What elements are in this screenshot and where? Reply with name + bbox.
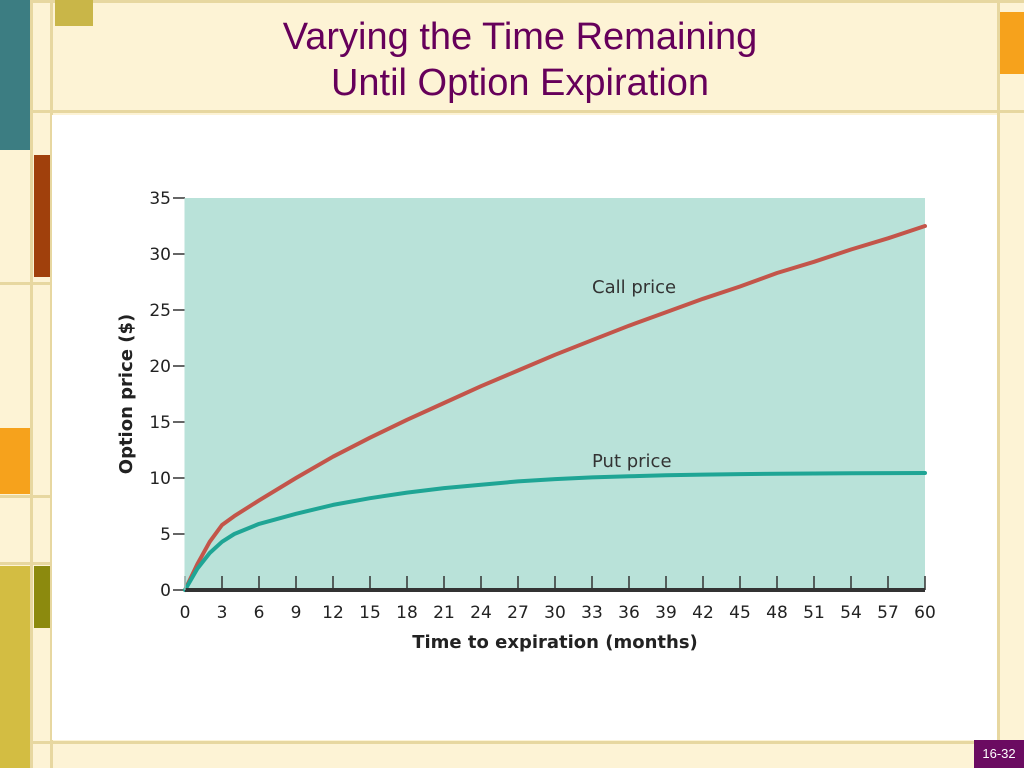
slide-number-badge: 16-32 (974, 740, 1024, 768)
frame-line-mid3 (0, 562, 52, 565)
x-tick-label: 9 (291, 603, 302, 623)
frame-line-mid2 (0, 495, 52, 498)
x-tick-label: 21 (433, 603, 455, 623)
x-tick-label: 3 (217, 603, 228, 623)
frame-line-left-inner (30, 0, 33, 768)
plot-background (185, 198, 925, 590)
y-tick-label: 10 (149, 469, 171, 489)
y-tick-label: 35 (149, 189, 171, 209)
y-tick-label: 0 (160, 581, 171, 601)
frame-line-right (997, 0, 1000, 768)
y-tick-label: 20 (149, 357, 171, 377)
content-area: 0 5 10 15 20 25 30 35 0 3 6 9 12 15 18 21 24 27 30 33 36 39 4… (52, 115, 997, 740)
decor-block-teal (0, 0, 30, 150)
x-tick-label: 51 (803, 603, 825, 623)
y-tick-label: 25 (149, 301, 171, 321)
frame-line-left (50, 0, 53, 768)
frame-line-top (0, 0, 1024, 3)
x-tick-label: 0 (180, 603, 191, 623)
x-tick-label: 54 (840, 603, 862, 623)
decor-block-orange-left (0, 428, 30, 494)
decor-block-rust (34, 155, 50, 277)
x-tick-label: 24 (470, 603, 492, 623)
series-line-put-price (183, 471, 927, 592)
x-tick-label: 39 (655, 603, 677, 623)
decor-block-olive-dark (34, 566, 50, 628)
series-line-call-price (183, 224, 927, 592)
x-tick-label: 6 (254, 603, 265, 623)
slide-title-line1: Varying the Time Remaining (282, 16, 758, 58)
slide-title-line2: Until Option Expiration (330, 62, 710, 104)
x-tick-label: 12 (322, 603, 344, 623)
x-tick-label: 60 (914, 603, 936, 623)
x-tick-label: 36 (618, 603, 640, 623)
y-tick-label: 30 (149, 245, 171, 265)
x-tick-label: 48 (766, 603, 788, 623)
y-tick-label: 15 (149, 413, 171, 433)
series-label-call-price: Call price (592, 277, 676, 298)
series-label-put-price: Put price (592, 451, 672, 472)
x-axis-label: Time to expiration (months) (412, 632, 698, 653)
y-axis-label: Option price ($) (116, 314, 137, 474)
x-tick-label: 45 (729, 603, 751, 623)
decor-block-gold (0, 566, 30, 768)
decor-block-olive (55, 0, 93, 26)
decor-block-orange-right (1000, 12, 1024, 74)
slide-title: Varying the Time Remaining Until Option … (160, 14, 880, 106)
x-tick-label: 42 (692, 603, 714, 623)
y-axis-ticks: 0 5 10 15 20 25 30 35 (149, 189, 185, 601)
x-tick-label: 15 (359, 603, 381, 623)
frame-line-mid1 (0, 282, 52, 285)
x-tick-label: 27 (507, 603, 529, 623)
x-tick-label: 33 (581, 603, 603, 623)
x-axis-ticks: 0 3 6 9 12 15 18 21 24 27 30 33 36 39 42 45 48 51 54 57 60 (180, 576, 936, 623)
y-tick-label: 5 (160, 525, 171, 545)
x-tick-label: 18 (396, 603, 418, 623)
x-tick-label: 57 (877, 603, 899, 623)
frame-line-bottom (0, 741, 1024, 744)
frame-line-header (0, 110, 1024, 113)
x-tick-label: 30 (544, 603, 566, 623)
